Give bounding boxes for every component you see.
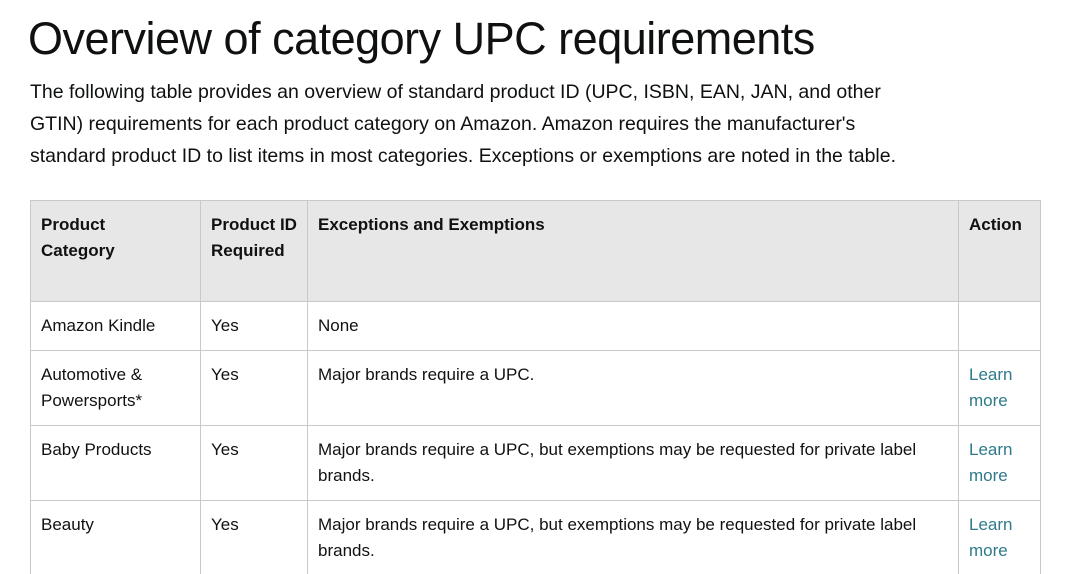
- cell-action: Learn more: [958, 425, 1041, 501]
- cell-action-empty: [958, 301, 1041, 351]
- learn-more-link[interactable]: Learn more: [969, 440, 1013, 485]
- cell-action: Learn more: [958, 350, 1041, 426]
- col-header-exceptions-exemptions-label: Exceptions and Exemptions: [318, 215, 545, 234]
- intro-line-2: GTIN) requirements for each product cate…: [30, 113, 856, 135]
- cell-action: Learn more: [958, 500, 1041, 574]
- intro-line-1: The following table provides an overview…: [30, 81, 881, 103]
- cell-exceptions: Major brands require a UPC, but exemptio…: [307, 500, 959, 574]
- cell-exceptions: Major brands require a UPC, but exemptio…: [307, 425, 959, 501]
- col-header-product-id-required: Product ID Required: [200, 200, 308, 302]
- learn-more-link[interactable]: Learn more: [969, 365, 1013, 410]
- table-row: Baby Products Yes Major brands require a…: [30, 425, 1041, 501]
- cell-product-category: Baby Products: [30, 425, 201, 501]
- intro-line-3: standard product ID to list items in mos…: [30, 145, 897, 167]
- cell-product-category: Automotive & Powersports*: [30, 350, 201, 426]
- col-header-action: Action: [958, 200, 1041, 302]
- table-row: Automotive & Powersports* Yes Major bran…: [30, 350, 1041, 426]
- table-header-row: Product Category Product ID Required Exc…: [30, 200, 1041, 302]
- table-row: Beauty Yes Major brands require a UPC, b…: [30, 500, 1041, 574]
- intro-paragraph: The following table provides an overview…: [30, 76, 1040, 172]
- page-title: Overview of category UPC requirements: [28, 13, 815, 64]
- cell-id-required: Yes: [200, 500, 308, 574]
- col-header-product-id-required-label: Product ID Required: [211, 215, 297, 260]
- cell-id-required: Yes: [200, 350, 308, 426]
- cell-product-category: Beauty: [30, 500, 201, 574]
- cell-id-required: Yes: [200, 301, 308, 351]
- cell-exceptions: None: [307, 301, 959, 351]
- col-header-exceptions-exemptions: Exceptions and Exemptions: [307, 200, 959, 302]
- upc-requirements-table: Product Category Product ID Required Exc…: [30, 200, 1041, 574]
- col-header-product-category: Product Category: [30, 200, 201, 302]
- col-header-action-label: Action: [969, 215, 1022, 234]
- table-row: Amazon Kindle Yes None: [30, 301, 1041, 351]
- learn-more-link[interactable]: Learn more: [969, 515, 1013, 560]
- cell-product-category: Amazon Kindle: [30, 301, 201, 351]
- cell-id-required: Yes: [200, 425, 308, 501]
- col-header-product-category-label: Product Category: [41, 215, 115, 260]
- cell-exceptions: Major brands require a UPC.: [307, 350, 959, 426]
